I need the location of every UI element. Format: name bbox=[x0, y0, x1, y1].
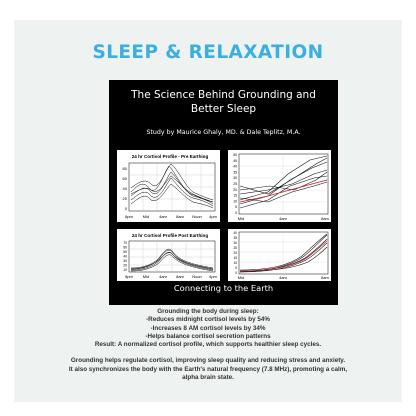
study-credit: Study by Maurice Ghaly, MD. & Dale Tepli… bbox=[146, 129, 301, 136]
pre-x-tick: Noon bbox=[192, 214, 202, 219]
pre-x-tick: Mid bbox=[143, 214, 149, 219]
post-y-tick: 20 bbox=[123, 264, 127, 268]
post-x-tick: 4am bbox=[159, 274, 167, 279]
post-lines bbox=[130, 248, 214, 272]
pre-x-tick: 4am bbox=[159, 214, 167, 219]
caption-line: Grounding the body during sleep: bbox=[157, 308, 259, 315]
post-x-tick: 8pm bbox=[125, 274, 133, 279]
rt-y-tick: 50 bbox=[233, 153, 237, 157]
pre-y-tick: 80 bbox=[123, 166, 128, 171]
rt-y-tick: 40 bbox=[233, 165, 237, 169]
rt-plot-frame bbox=[238, 153, 329, 215]
page-title: SLEEP & RELAXATION bbox=[92, 42, 324, 63]
poster-title-line1: The Science Behind Grounding and bbox=[131, 89, 316, 101]
pre-grid bbox=[129, 163, 215, 211]
rt-x-tick: 8am bbox=[321, 216, 329, 221]
poster-title: The Science Behind Grounding and Better … bbox=[109, 88, 338, 116]
midnight-to-morning-chart-top: 50 45 40 35 30 25 20 15 10 5 0 bbox=[228, 150, 331, 222]
rt-y-tick: 10 bbox=[233, 199, 237, 203]
pre-x-tick: 8pm bbox=[125, 214, 133, 219]
rt-red-line bbox=[239, 179, 328, 203]
caption-line: -Increases 8 AM cortisol levels by 34% bbox=[150, 324, 266, 332]
caption-line: Grounding helps regulate cortisol, impro… bbox=[70, 357, 346, 365]
rt-y-tick: 20 bbox=[233, 188, 237, 192]
rt-x-tick: Mid bbox=[238, 216, 244, 221]
rb-y-tick: 10 bbox=[233, 261, 237, 265]
pre-y-tick: 40 bbox=[123, 186, 128, 191]
post-x-tick: 8am bbox=[176, 274, 184, 279]
caption-line: Result: A normalized cortisol profile, w… bbox=[94, 341, 322, 349]
caption-line: alpha brain state. bbox=[182, 374, 234, 382]
post-earthing-chart: 24 hr Cortisol Profile Post Earthing 70 … bbox=[117, 229, 220, 281]
post-y-tick: 40 bbox=[123, 255, 127, 259]
post-y-tick: 60 bbox=[123, 246, 127, 250]
pre-earthing-chart: 24 hr Cortisol Profile - Pre Earthing 80… bbox=[117, 150, 220, 222]
rt-y-tick: 30 bbox=[233, 176, 237, 180]
post-y-tick: 10 bbox=[123, 268, 127, 272]
pre-x-tick: 8am bbox=[176, 214, 184, 219]
post-x-tick: Noon bbox=[192, 274, 202, 279]
pre-x-tick: 4pm bbox=[209, 214, 217, 219]
rt-y-tick: 25 bbox=[233, 182, 237, 186]
rb-y-ticks: 40 35 30 25 20 15 10 5 0 bbox=[233, 231, 237, 275]
caption-line: It also synchronizes the body with the E… bbox=[68, 365, 348, 373]
rb-x-tick: Mid bbox=[238, 275, 244, 280]
midnight-to-morning-chart-bottom: 40 35 30 25 20 15 10 5 0 bbox=[228, 229, 331, 281]
post-y-tick: 70 bbox=[123, 241, 127, 245]
pre-y-tick: 20 bbox=[123, 196, 128, 201]
post-grid bbox=[129, 241, 215, 272]
pre-lines bbox=[130, 163, 214, 209]
rt-y-tick: 0 bbox=[235, 211, 237, 215]
page-card: SLEEP & RELAXATION The Science Behind Gr… bbox=[14, 20, 402, 402]
caption-line: -Helps balance cortisol secretion patter… bbox=[145, 332, 271, 340]
infographic-poster: The Science Behind Grounding and Better … bbox=[109, 80, 338, 305]
rb-y-tick: 20 bbox=[233, 251, 237, 255]
rt-y-tick: 15 bbox=[233, 194, 237, 198]
rt-y-tick: 5 bbox=[235, 205, 237, 209]
rt-x-tick: 4am bbox=[279, 216, 287, 221]
rb-y-tick: 25 bbox=[233, 246, 237, 250]
post-y-tick: 30 bbox=[123, 259, 127, 263]
post-x-tick: 4pm bbox=[209, 274, 217, 279]
rb-y-tick: 40 bbox=[233, 231, 237, 235]
pre-y-tick: 0 bbox=[125, 206, 128, 211]
rt-grid bbox=[239, 154, 328, 214]
rt-y-ticks: 50 45 40 35 30 25 20 15 10 5 0 bbox=[233, 153, 237, 215]
rt-lines bbox=[239, 155, 328, 209]
rb-x-tick: 8am bbox=[321, 275, 329, 280]
post-x-tick: Mid bbox=[143, 274, 149, 279]
poster-footer: Connecting to the Earth bbox=[173, 283, 274, 293]
rb-red-line bbox=[239, 240, 328, 272]
rb-y-tick: 30 bbox=[233, 241, 237, 245]
caption-text: Grounding the body during sleep: -Reduce… bbox=[14, 308, 402, 382]
rb-plot-frame bbox=[238, 231, 329, 275]
poster-title-line2: Better Sleep bbox=[190, 103, 257, 115]
post-y-tick: 50 bbox=[123, 250, 127, 254]
caption-line: -Reduces midnight cortisol levels by 54% bbox=[146, 316, 270, 324]
rt-y-tick: 45 bbox=[233, 159, 237, 163]
rt-y-tick: 35 bbox=[233, 170, 237, 174]
rb-x-tick: 4am bbox=[279, 275, 287, 280]
rb-y-tick: 5 bbox=[235, 266, 237, 270]
rb-lines bbox=[239, 233, 328, 273]
rb-y-tick: 35 bbox=[233, 236, 237, 240]
rb-y-tick: 15 bbox=[233, 256, 237, 260]
pre-y-tick: 60 bbox=[123, 176, 128, 181]
rb-y-tick: 0 bbox=[235, 271, 237, 275]
post-chart-title: 24 hr Cortisol Profile Post Earthing bbox=[132, 233, 209, 238]
pre-chart-title: 24 hr Cortisol Profile - Pre Earthing bbox=[132, 154, 209, 159]
